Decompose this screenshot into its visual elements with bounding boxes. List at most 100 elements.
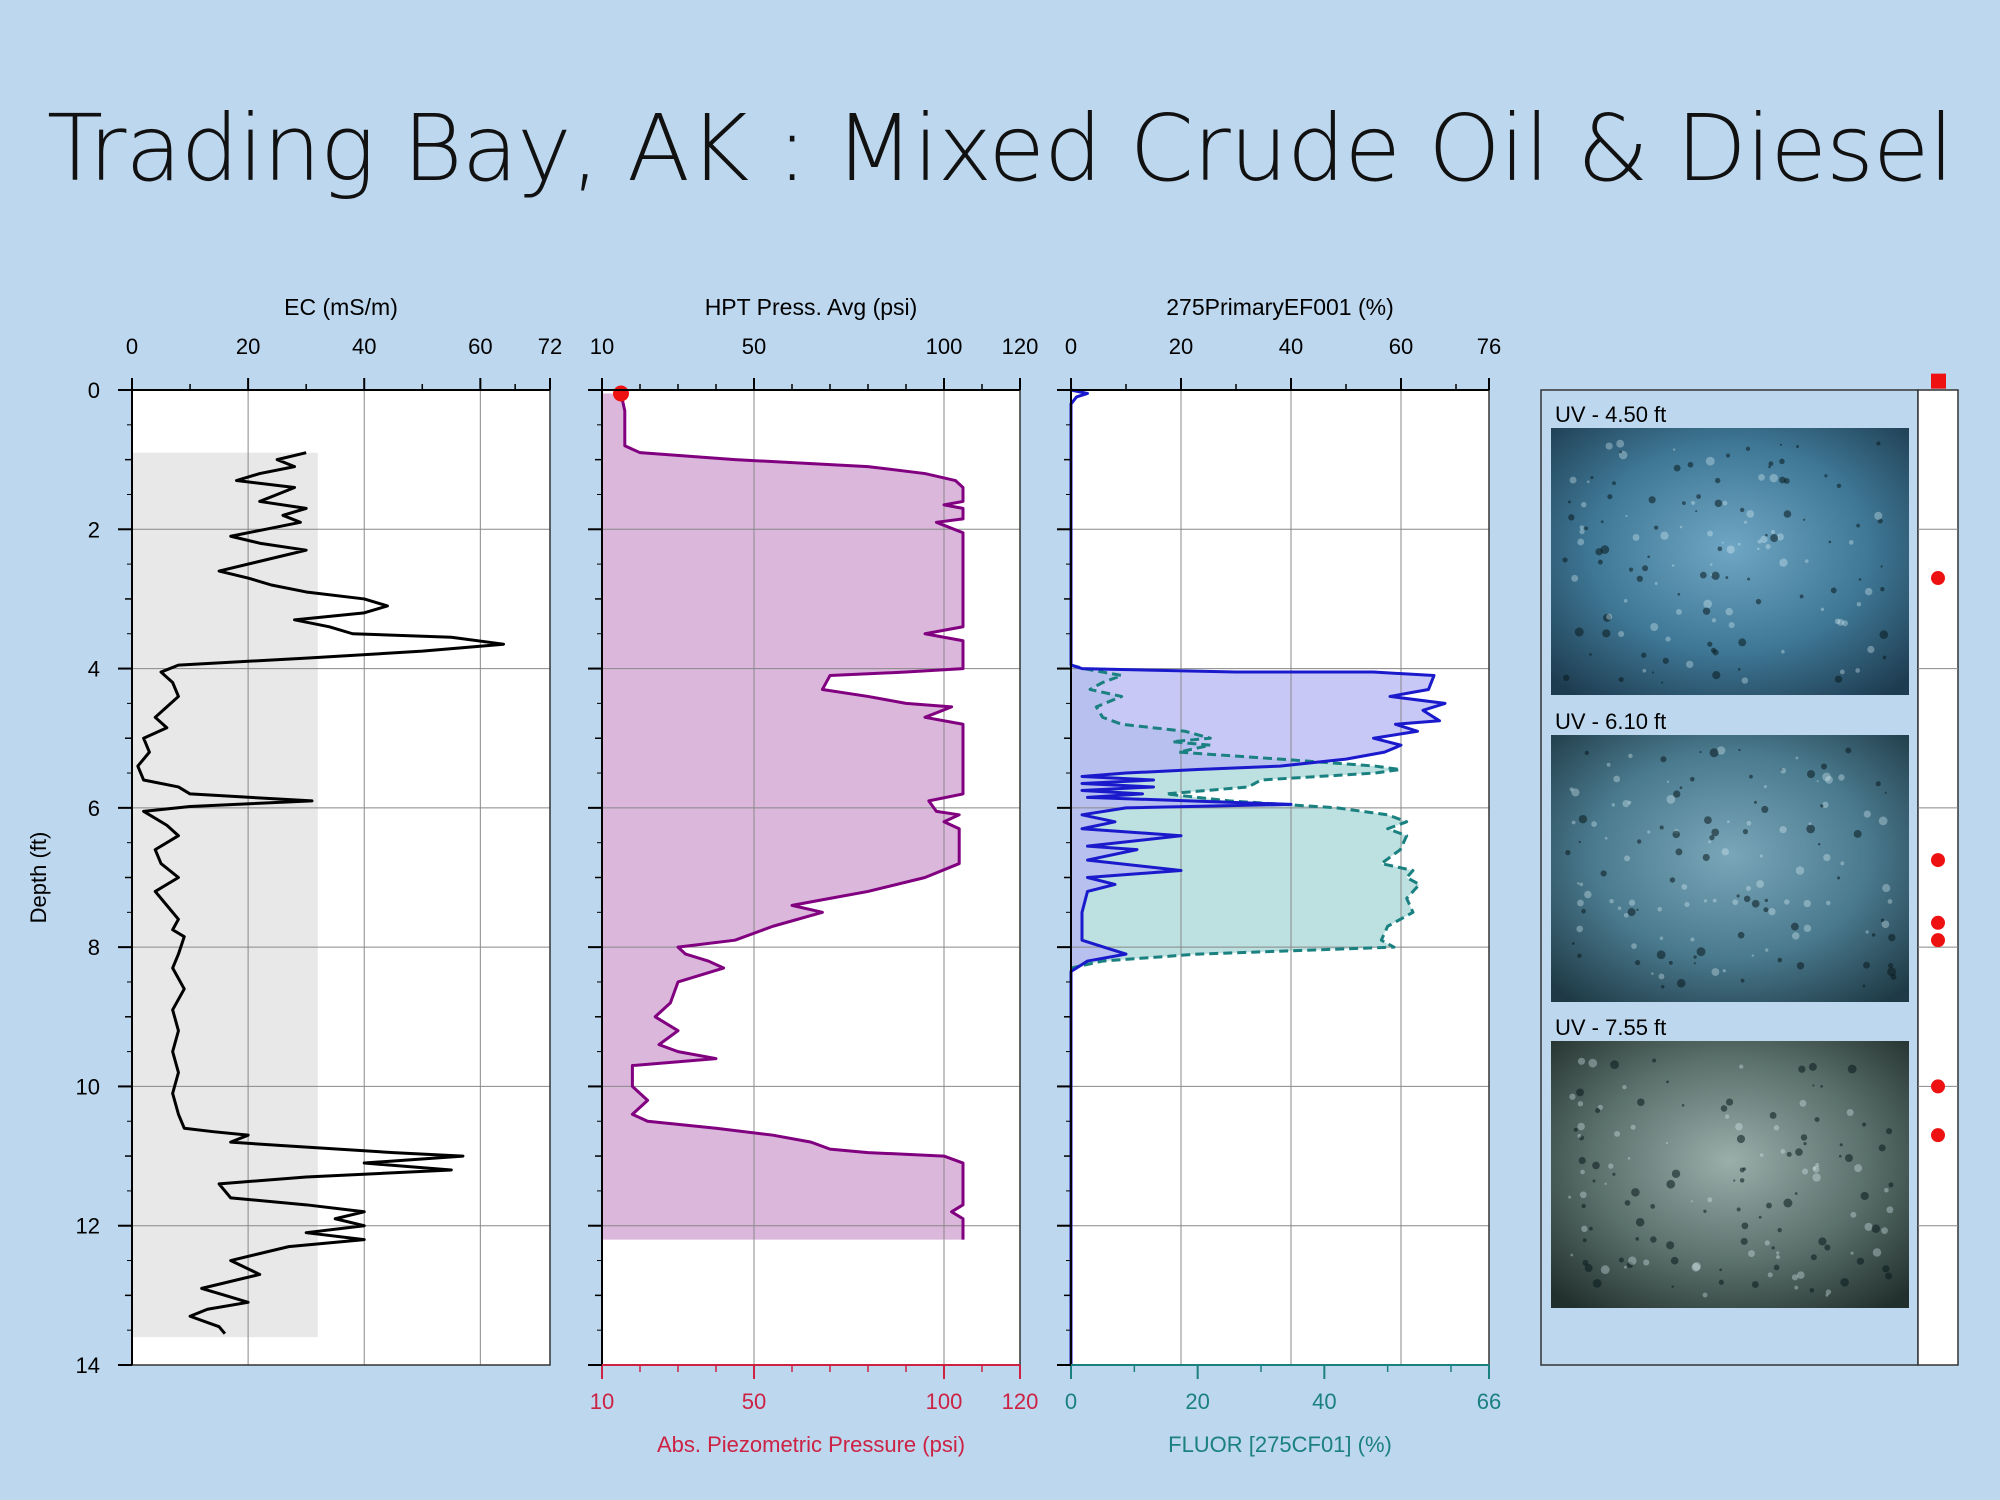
photo-speckle xyxy=(1800,1134,1808,1141)
photo-speckle xyxy=(1841,620,1848,627)
photo-speckle xyxy=(1666,1179,1676,1189)
photo-speckle xyxy=(1612,481,1616,486)
photo-speckle xyxy=(1711,618,1717,623)
photo-speckle xyxy=(1769,473,1778,483)
photo-speckle xyxy=(1666,780,1670,783)
photo-speckle xyxy=(1861,1122,1867,1127)
uv-photo-image xyxy=(1551,735,1909,1002)
photo-speckle xyxy=(1795,1148,1803,1156)
photo-speckle xyxy=(1673,790,1681,798)
photo-speckle xyxy=(1725,576,1729,579)
photo-speckle xyxy=(1692,1262,1702,1271)
photo-speckle xyxy=(1743,895,1751,903)
photo-speckle xyxy=(1718,1279,1724,1285)
photo-speckle xyxy=(1763,785,1767,789)
photo-speckle xyxy=(1568,500,1571,504)
photo-speckle xyxy=(1671,564,1675,567)
photo-speckle xyxy=(1780,1149,1786,1154)
photo-speckle xyxy=(1654,582,1658,585)
photo-speckle xyxy=(1799,1099,1807,1107)
photo-speckle xyxy=(1627,800,1632,805)
photo-label: UV - 6.10 ft xyxy=(1555,709,1666,734)
photo-speckle xyxy=(1604,836,1608,840)
photo-speckle xyxy=(1679,786,1683,790)
photo-speckle xyxy=(1651,671,1655,674)
photo-speckle xyxy=(1631,1188,1640,1197)
photo-speckle xyxy=(1592,1179,1596,1183)
photo-speckle xyxy=(1768,908,1776,916)
photo-speckle xyxy=(1765,543,1771,550)
photo-speckle xyxy=(1781,649,1785,654)
photo-speckle xyxy=(1754,800,1757,804)
photo-speckle xyxy=(1658,973,1665,980)
photo-speckle xyxy=(1711,828,1720,837)
photo-speckle xyxy=(1569,787,1574,792)
photo-speckle xyxy=(1571,574,1579,582)
photo-speckle xyxy=(1578,840,1581,844)
photo-speckle xyxy=(1808,822,1812,826)
photo-speckle xyxy=(1790,922,1799,931)
hpt-top-tick-label: 100 xyxy=(926,334,963,359)
photo-speckle xyxy=(1603,613,1611,622)
photo-speckle xyxy=(1834,675,1843,683)
photo-speckle xyxy=(1834,618,1841,625)
photo-speckle xyxy=(1878,1144,1886,1152)
photo-speckle xyxy=(1736,894,1740,898)
photo-speckle xyxy=(1643,1259,1650,1266)
photo-speckle xyxy=(1864,1222,1873,1231)
photo-speckle xyxy=(1602,629,1611,638)
photo-speckle xyxy=(1650,1236,1657,1243)
marker-square xyxy=(1931,373,1946,389)
hpt-start-marker xyxy=(613,385,629,402)
photo-speckle xyxy=(1882,1265,1890,1273)
photo-speckle xyxy=(1765,533,1768,537)
photo-speckle xyxy=(1614,1130,1621,1137)
photo-speckle xyxy=(1665,636,1671,642)
fluor-top-tick-label: 60 xyxy=(1389,334,1413,359)
depth-tick-label: 8 xyxy=(88,935,100,960)
hpt-bottom-tick-label: 50 xyxy=(742,1389,766,1414)
hpt-series-line xyxy=(619,393,965,1240)
photo-speckle xyxy=(1703,1209,1707,1213)
photo-speckle xyxy=(1595,548,1603,556)
ec-series-line xyxy=(136,451,506,1335)
photo-speckle xyxy=(1703,899,1708,903)
photo-speckle xyxy=(1571,820,1576,825)
photo-speckle xyxy=(1856,523,1861,528)
photo-speckle xyxy=(1739,1064,1744,1069)
photo-speckle xyxy=(1820,607,1825,612)
photo-speckle xyxy=(1613,775,1621,783)
photo-speckle xyxy=(1771,529,1776,534)
photo-speckle xyxy=(1837,618,1845,626)
marker-strip xyxy=(1917,389,1959,1366)
photo-speckle xyxy=(1809,1288,1815,1293)
fluor-axis-label: 275PrimaryEF001 (%) xyxy=(1166,294,1394,320)
photo-speckle xyxy=(1696,494,1701,499)
photo-speckle xyxy=(1882,655,1887,660)
photo-speckle xyxy=(1812,1165,1820,1173)
photo-speckle xyxy=(1759,1153,1764,1157)
photo-speckle xyxy=(1779,458,1785,465)
photo-speckle xyxy=(1798,1065,1806,1073)
photo-speckle xyxy=(1578,1135,1585,1141)
photo-speckle xyxy=(1636,908,1639,912)
photo-speckle xyxy=(1657,907,1662,912)
photo-speckle xyxy=(1743,520,1748,524)
photo-speckle xyxy=(1682,501,1686,505)
photo-speckle xyxy=(1822,772,1831,782)
photo-speckle xyxy=(1779,476,1786,484)
photo-speckle xyxy=(1751,1281,1759,1288)
photo-speckle xyxy=(1637,1098,1645,1107)
marker-dot xyxy=(1931,1079,1945,1094)
depth-tick-label: 0 xyxy=(88,378,100,403)
photo-speckle xyxy=(1623,599,1628,603)
photo-speckle xyxy=(1735,1122,1743,1131)
fluor-bottom-tick-label: 40 xyxy=(1312,1389,1336,1414)
photo-speckle xyxy=(1642,668,1647,673)
photo-speckle xyxy=(1627,1157,1631,1160)
photo-speckle xyxy=(1884,1187,1889,1193)
photo-speckle xyxy=(1703,599,1713,609)
photo-speckle xyxy=(1606,762,1611,767)
photo-speckle xyxy=(1808,1062,1817,1071)
photo-speckle xyxy=(1693,955,1697,959)
